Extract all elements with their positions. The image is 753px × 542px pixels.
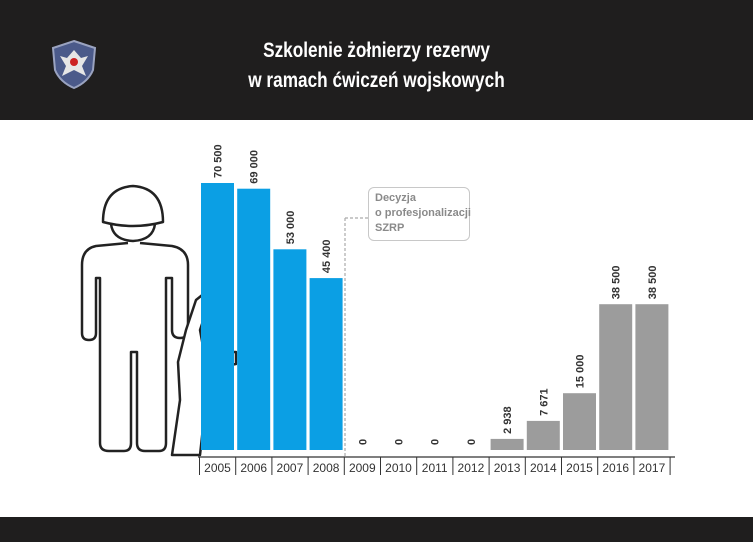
x-tick-label-2009: 2009 — [349, 461, 376, 475]
x-tick-label-2014: 2014 — [530, 461, 557, 475]
header-bar — [0, 0, 753, 120]
title-line-1: Szkolenie żołnierzy rezerwy — [263, 39, 490, 62]
x-tick-label-2012: 2012 — [458, 461, 485, 475]
value-label-2012: 0 — [466, 439, 478, 445]
bar-2005 — [201, 183, 234, 450]
value-label-2005: 70 500 — [213, 144, 225, 178]
value-label-2006: 69 000 — [249, 150, 261, 184]
value-label-2008: 45 400 — [321, 239, 333, 273]
head-shape — [109, 223, 157, 243]
title-line-2: w ramach ćwiczeń wojskowych — [248, 69, 505, 92]
value-label-2011: 0 — [430, 439, 442, 445]
x-tick-label-2017: 2017 — [639, 461, 666, 475]
x-tick-label-2015: 2015 — [566, 461, 593, 475]
footer-bar — [0, 517, 753, 542]
x-tick-label-2007: 2007 — [277, 461, 304, 475]
x-tick-label-2016: 2016 — [602, 461, 629, 475]
x-tick-label-2008: 2008 — [313, 461, 340, 475]
bar-2015 — [563, 393, 596, 450]
annotation-box: Decyzja o profesjonalizacji SZRP — [368, 187, 471, 241]
body-shape — [80, 241, 190, 453]
bar-2008 — [309, 278, 343, 450]
bar-2017 — [635, 304, 669, 450]
bar-2013 — [490, 438, 524, 450]
helmet-icon — [101, 184, 165, 228]
x-tick-label-2011: 2011 — [422, 461, 448, 475]
value-label-2013: 2 938 — [502, 406, 514, 434]
bar-2014 — [526, 420, 560, 450]
x-tick-label-2013: 2013 — [494, 461, 521, 475]
x-tick-label-2010: 2010 — [385, 461, 412, 475]
value-label-2014: 7 671 — [538, 388, 550, 416]
value-label-2007: 53 000 — [285, 211, 297, 245]
page-title: Szkolenie żołnierzy rezerwy w ramach ćwi… — [191, 36, 562, 96]
value-label-2010: 0 — [394, 439, 406, 445]
value-label-2015: 15 000 — [575, 355, 587, 389]
value-label-2017: 38 500 — [647, 266, 659, 300]
annotation-line-2: o profesjonalizacji — [375, 207, 471, 219]
bar-2006 — [237, 188, 271, 450]
x-tick-label-2006: 2006 — [240, 461, 267, 475]
bars-layer: 70 500 69 000 53 000 45 400 0 0 0 0 2 938 7 671 15… — [201, 144, 669, 450]
bar-2016 — [599, 304, 633, 450]
value-label-2016: 38 500 — [611, 266, 623, 300]
military-emblem-icon — [51, 39, 97, 90]
value-label-2009: 0 — [357, 439, 369, 445]
x-tick-label-2005: 2005 — [204, 461, 231, 475]
x-axis-ticks: 2005 2006 2007 2008 2009 2010 2011 2012 2013 2014… — [199, 457, 671, 475]
bar-2007 — [273, 249, 307, 450]
annotation-line-1: Decyzja — [375, 192, 416, 204]
annotation-line-3: SZRP — [375, 222, 405, 234]
